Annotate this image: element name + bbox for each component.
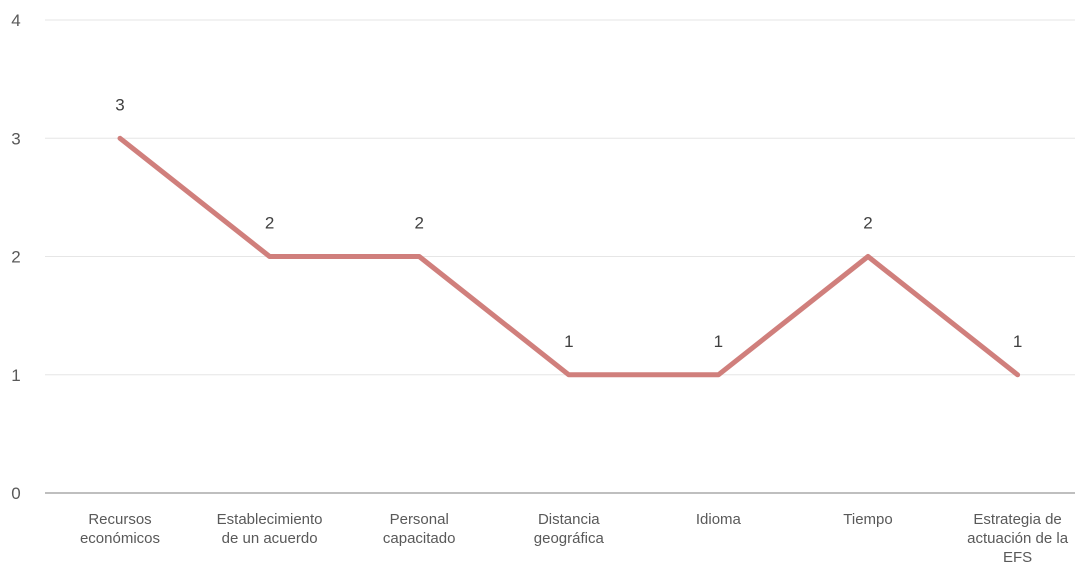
gridlines [45, 19, 1075, 376]
x-tick-label: Establecimiento de un acuerdo [217, 511, 323, 547]
data-label: 1 [1013, 332, 1022, 351]
series-line [117, 135, 1021, 378]
x-tick-label: Recursos económicos [80, 511, 160, 547]
x-tick-label: Tiempo [843, 511, 892, 528]
y-tick-label: 0 [11, 484, 20, 503]
data-label: 2 [863, 214, 872, 233]
y-tick-label: 2 [11, 248, 20, 267]
y-tick-label: 1 [11, 366, 20, 385]
data-labels: 3 2 2 1 1 2 1 [115, 95, 1022, 351]
x-tick-label: Distancia geográfica [534, 511, 605, 547]
x-axis-tick-labels: Recursos económicos Establecimiento de un a… [80, 511, 1069, 566]
y-tick-label: 4 [11, 11, 20, 30]
data-label: 2 [414, 214, 423, 233]
x-tick-label: Estrategia de actuación de la EFS [967, 511, 1069, 566]
series-line-group [117, 135, 1021, 378]
data-label: 1 [564, 332, 573, 351]
y-axis-tick-labels: 0 1 2 3 4 [11, 11, 20, 503]
x-tick-label: Personal capacitado [383, 511, 456, 547]
data-label: 1 [714, 332, 723, 351]
x-tick-label: Idioma [696, 511, 742, 528]
data-label: 2 [265, 214, 274, 233]
y-tick-label: 3 [11, 129, 20, 148]
data-label: 3 [115, 95, 124, 114]
